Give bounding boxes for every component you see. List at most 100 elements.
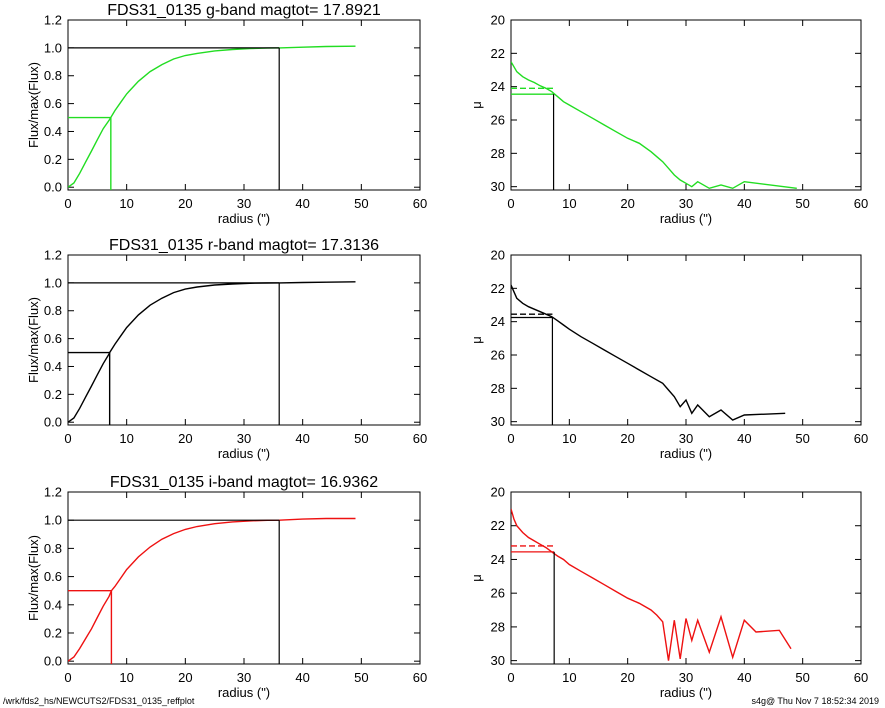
profile-r-xtick-label-50: 50 — [795, 431, 809, 446]
profile-g-ytick-label-2: 24 — [491, 79, 505, 94]
growth-r-xtick-label-30: 30 — [237, 431, 251, 446]
profile-i-xtick-label-20: 20 — [620, 670, 634, 685]
growth-g-xtick-label-30: 30 — [237, 196, 251, 211]
profile-g-xtick-label-50: 50 — [795, 196, 809, 211]
growth-i-ytick-label-5: 1.0 — [44, 513, 62, 528]
profile-g-xtick-label-20: 20 — [620, 196, 634, 211]
profile-g-ytick-label-3: 26 — [491, 113, 505, 128]
profile-g-ytick-label-4: 28 — [491, 146, 505, 161]
growth-g-frame — [67, 19, 421, 191]
growth-r-series-line — [68, 281, 356, 423]
growth-r-ytick-label-1: 0.2 — [44, 387, 62, 402]
footer-path: /wrk/fds2_hs/NEWCUTS2/FDS31_0135_reffplo… — [3, 696, 195, 706]
growth-i-xtick-label-50: 50 — [354, 670, 368, 685]
growth-r-xtick-label-0: 0 — [64, 431, 71, 446]
profile-g-xlabel: radius (") — [660, 211, 712, 226]
growth-r-xlabel: radius (") — [218, 446, 270, 461]
profile-r-ytick-label-5: 30 — [491, 414, 505, 429]
growth-i-ytick-label-4: 0.8 — [44, 541, 62, 556]
growth-g-ytick-label-5: 1.0 — [44, 40, 62, 55]
profile-i-xlabel: radius (") — [660, 685, 712, 700]
growth-r-title: FDS31_0135 r-band magtot= 17.3136 — [109, 237, 379, 254]
profile-i-ytick-label-2: 24 — [491, 552, 505, 567]
profile-r-xtick-label-60: 60 — [854, 431, 868, 446]
profile-i-ytick-label-1: 22 — [491, 518, 505, 533]
growth-r-xtick-label-10: 10 — [119, 431, 133, 446]
profile-i-frame — [510, 491, 862, 665]
profile-i-xtick-label-60: 60 — [854, 670, 868, 685]
growth-g-ytick-label-6: 1.2 — [44, 13, 62, 28]
growth-i-ytick-label-6: 1.2 — [44, 485, 62, 500]
profile-r-ytick-label-3: 26 — [491, 348, 505, 363]
profile-r-xtick-label-40: 40 — [737, 431, 751, 446]
profile-i-xtick-label-0: 0 — [507, 670, 514, 685]
growth-i-xtick-label-40: 40 — [295, 670, 309, 685]
profile-g-ytick-label-5: 30 — [491, 179, 505, 194]
profile-r-xtick-label-20: 20 — [620, 431, 634, 446]
profile-r-series-line — [511, 284, 786, 421]
profile-i-xtick-label-50: 50 — [795, 670, 809, 685]
growth-r-xtick-label-40: 40 — [295, 431, 309, 446]
growth-r-frame — [67, 254, 421, 426]
profile-i-ytick-label-3: 26 — [491, 586, 505, 601]
profile-r-ytick-label-0: 20 — [491, 248, 505, 263]
profile-i-xtick-label-40: 40 — [737, 670, 751, 685]
growth-i-ylabel: Flux/max(Flux) — [26, 535, 41, 621]
growth-i-xtick-label-20: 20 — [178, 670, 192, 685]
growth-g-ylabel: Flux/max(Flux) — [26, 62, 41, 148]
profile-r-xtick-label-10: 10 — [562, 431, 576, 446]
growth-i-ytick-label-0: 0.0 — [44, 654, 62, 669]
profile-r-ylabel: μ — [469, 336, 484, 344]
profile-g-frame — [510, 19, 862, 191]
growth-i-xlabel: radius (") — [218, 685, 270, 700]
profile-i-ytick-label-0: 20 — [491, 485, 505, 500]
growth-r-ytick-label-4: 0.8 — [44, 303, 62, 318]
growth-r-ytick-label-0: 0.0 — [44, 415, 62, 430]
growth-g-xtick-label-0: 0 — [64, 196, 71, 211]
growth-r-ytick-label-5: 1.0 — [44, 275, 62, 290]
growth-r-xtick-label-60: 60 — [413, 431, 427, 446]
profile-i-xtick-label-10: 10 — [562, 670, 576, 685]
profile-r-xlabel: radius (") — [660, 446, 712, 461]
profile-r-ytick-label-1: 22 — [491, 281, 505, 296]
profile-g-xtick-label-40: 40 — [737, 196, 751, 211]
profile-r-ytick-label-4: 28 — [491, 381, 505, 396]
profile-g-xtick-label-60: 60 — [854, 196, 868, 211]
growth-g-ytick-label-2: 0.4 — [44, 124, 62, 139]
growth-g-xtick-label-20: 20 — [178, 196, 192, 211]
growth-i-title: FDS31_0135 i-band magtot= 16.9362 — [110, 474, 378, 491]
profile-g-series-line — [511, 61, 797, 190]
profile-i-ytick-label-4: 28 — [491, 619, 505, 634]
profile-i-ytick-label-5: 30 — [491, 653, 505, 668]
growth-r-xtick-label-20: 20 — [178, 431, 192, 446]
growth-g-ytick-label-4: 0.8 — [44, 68, 62, 83]
profile-i-series-line — [511, 508, 792, 661]
growth-g-xtick-label-50: 50 — [354, 196, 368, 211]
profile-g-xtick-label-30: 30 — [679, 196, 693, 211]
growth-i-ytick-label-3: 0.6 — [44, 569, 62, 584]
profile-r-xtick-label-0: 0 — [507, 431, 514, 446]
profile-r-ytick-label-2: 24 — [491, 314, 505, 329]
growth-g-xtick-label-40: 40 — [295, 196, 309, 211]
growth-i-xtick-label-30: 30 — [237, 670, 251, 685]
profile-g-ytick-label-0: 20 — [491, 13, 505, 28]
growth-g-xtick-label-10: 10 — [119, 196, 133, 211]
growth-g-ytick-label-3: 0.6 — [44, 96, 62, 111]
profile-g-xtick-label-0: 0 — [507, 196, 514, 211]
growth-g-xtick-label-60: 60 — [413, 196, 427, 211]
profile-g-ytick-label-1: 22 — [491, 46, 505, 61]
growth-i-ytick-label-2: 0.4 — [44, 597, 62, 612]
growth-r-ytick-label-3: 0.6 — [44, 331, 62, 346]
footer-timestamp: s4g@ Thu Nov 7 18:52:34 2019 — [751, 696, 879, 706]
growth-i-ytick-label-1: 0.2 — [44, 625, 62, 640]
growth-g-ytick-label-1: 0.2 — [44, 152, 62, 167]
growth-g-ytick-label-0: 0.0 — [44, 180, 62, 195]
growth-i-xtick-label-10: 10 — [119, 670, 133, 685]
profile-r-xtick-label-30: 30 — [679, 431, 693, 446]
profile-g-ylabel: μ — [469, 101, 484, 109]
growth-g-title: FDS31_0135 g-band magtot= 17.8921 — [107, 2, 381, 19]
growth-i-xtick-label-60: 60 — [413, 670, 427, 685]
growth-g-xlabel: radius (") — [218, 211, 270, 226]
growth-r-ytick-label-6: 1.2 — [44, 248, 62, 263]
growth-r-ylabel: Flux/max(Flux) — [26, 297, 41, 383]
